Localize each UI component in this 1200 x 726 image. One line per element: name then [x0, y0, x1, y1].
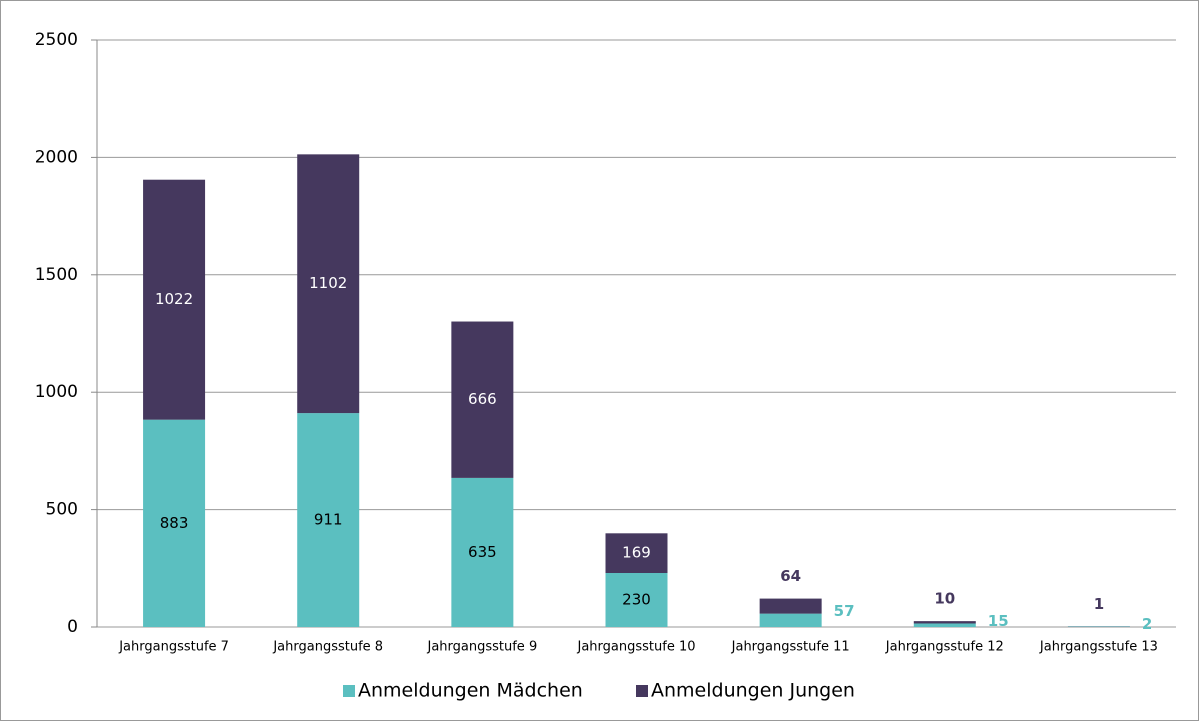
y-tick-label: 0	[67, 617, 78, 637]
x-tick-label: Jahrgangsstufe 7	[118, 640, 229, 655]
data-label: 635	[468, 543, 497, 561]
x-tick-label: Jahrgangsstufe 9	[426, 640, 537, 655]
y-tick-label: 500	[46, 500, 78, 520]
legend-swatch	[636, 685, 648, 697]
x-tick-label: Jahrgangsstufe 8	[272, 640, 383, 655]
x-tick-label: Jahrgangsstufe 11	[731, 640, 850, 655]
bar-segment	[914, 621, 976, 623]
data-label: 15	[988, 612, 1009, 630]
legend-label: Anmeldungen Mädchen	[358, 680, 583, 702]
data-label: 883	[160, 514, 189, 532]
data-label: 230	[622, 590, 651, 608]
data-label: 57	[834, 602, 855, 620]
data-label: 911	[314, 511, 343, 529]
bar-segment	[914, 623, 976, 627]
bar-segment	[760, 614, 822, 627]
y-tick-label: 2000	[35, 147, 78, 167]
x-tick-label: Jahrgangsstufe 13	[1039, 640, 1158, 655]
y-tick-label: 2500	[35, 30, 78, 50]
data-label: 2	[1142, 615, 1152, 633]
bar-segment	[760, 599, 822, 614]
data-label: 1102	[309, 274, 347, 292]
data-label: 1	[1094, 595, 1104, 613]
data-label: 10	[934, 590, 955, 608]
legend-swatch	[343, 685, 355, 697]
data-label: 169	[622, 544, 651, 562]
legend-label: Anmeldungen Jungen	[651, 680, 855, 702]
y-tick-label: 1000	[35, 382, 78, 402]
data-label: 1022	[155, 290, 193, 308]
x-tick-label: Jahrgangsstufe 12	[885, 640, 1004, 655]
x-tick-label: Jahrgangsstufe 10	[577, 640, 696, 655]
data-label: 64	[780, 567, 801, 585]
data-label: 666	[468, 390, 497, 408]
y-tick-label: 1500	[35, 265, 78, 285]
